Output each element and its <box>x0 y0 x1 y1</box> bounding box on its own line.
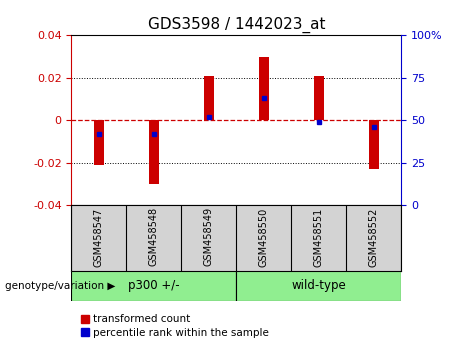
Bar <box>94 120 104 165</box>
Legend: transformed count, percentile rank within the sample: transformed count, percentile rank withi… <box>77 310 273 342</box>
Text: p300 +/-: p300 +/- <box>128 279 180 292</box>
Bar <box>204 76 214 120</box>
Text: GSM458547: GSM458547 <box>94 207 104 267</box>
Text: genotype/variation ▶: genotype/variation ▶ <box>5 281 115 291</box>
Bar <box>236 271 401 301</box>
Text: wild-type: wild-type <box>291 279 346 292</box>
Text: GSM458551: GSM458551 <box>313 207 324 267</box>
Bar <box>149 120 159 184</box>
Title: GDS3598 / 1442023_at: GDS3598 / 1442023_at <box>148 16 325 33</box>
Text: GSM458552: GSM458552 <box>369 207 378 267</box>
Bar <box>259 57 269 120</box>
Bar <box>314 76 324 120</box>
Text: GSM458549: GSM458549 <box>204 207 214 267</box>
Text: GSM458550: GSM458550 <box>259 207 269 267</box>
Text: GSM458548: GSM458548 <box>149 207 159 267</box>
Bar <box>71 271 236 301</box>
Bar <box>369 120 378 169</box>
